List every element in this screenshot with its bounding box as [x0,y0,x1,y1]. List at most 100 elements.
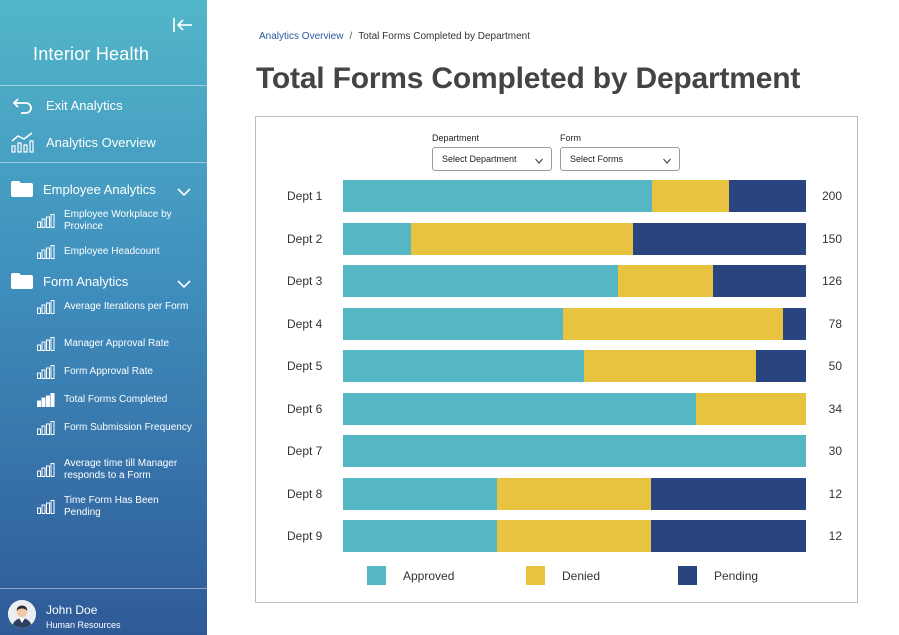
bar-segment-pending[interactable] [651,477,806,510]
bar-chart-filled-icon [37,393,55,407]
bar-segment-approved[interactable] [343,265,619,297]
divider [0,162,207,163]
bar-segment-denied[interactable] [618,265,714,297]
sidebar-item-label: Manager Approval Rate [64,338,170,349]
bar-segment-denied[interactable] [497,520,652,552]
sidebar-item-manager-approval-rate[interactable]: Manager Approval Rate [37,337,197,351]
bar-segment-approved[interactable] [343,307,563,340]
bar-chart-icon [37,300,55,314]
chevron-down-icon[interactable] [177,276,191,289]
sidebar-item-average-iterations[interactable]: Average Iterations per Form [37,300,197,314]
dept-label: Dept 3 [287,274,323,288]
bar-segment-approved[interactable] [343,222,412,255]
form-filter-label: Form [560,133,581,143]
folder-icon [11,273,33,289]
chevron-down-icon[interactable] [177,184,191,197]
sidebar-item-employee-workplace[interactable]: Employee Workplace by Province [37,209,197,233]
total-label: 126 [821,274,842,288]
section-form-analytics[interactable]: Form Analytics [11,270,191,292]
dept-label: Dept 7 [287,444,323,458]
form-select-value: Select Forms [570,154,624,164]
sidebar-item-label: Form Submission Frequency [64,422,192,433]
bar-segment-pending[interactable] [756,350,806,382]
sidebar-item-time-form-pending[interactable]: Time Form Has Been Pending [37,495,197,519]
analytics-chart-icon [10,131,36,153]
department-filter-label: Department [432,133,480,143]
divider [0,85,207,86]
total-label: 50 [828,359,842,373]
dept-label: Dept 6 [287,401,323,416]
legend-swatch [678,566,697,585]
breadcrumb-link-analytics-overview[interactable]: Analytics Overview [259,31,344,42]
legend-label: Denied [562,568,601,583]
total-label: 200 [821,189,842,203]
department-select[interactable]: Select Department [432,147,552,171]
chart-card: Department Select Department Form Select… [255,116,858,603]
bar-segment-denied[interactable] [583,350,757,382]
legend-label: Approved [403,568,455,583]
folder-icon [11,181,33,197]
bar-chart-icon [37,245,55,259]
bar-segment-approved[interactable] [343,350,584,382]
bar-chart-icon [37,463,55,477]
sidebar-item-employee-headcount[interactable]: Employee Headcount [37,245,197,259]
department-filter: Department Select Department [432,133,552,171]
section-employee-analytics[interactable]: Employee Analytics [11,178,191,200]
exit-analytics-link[interactable]: Exit Analytics [10,91,123,119]
dept-label: Dept 9 [287,529,323,543]
bar-segment-pending[interactable] [651,520,806,552]
sidebar-item-form-approval-rate[interactable]: Form Approval Rate [37,365,197,379]
bar-segment-denied[interactable] [651,180,730,212]
legend-item-approved: Approved [367,566,454,585]
bar-segment-pending[interactable] [713,265,806,297]
legend-item-denied: Denied [526,566,600,585]
bar-chart-icon [37,421,55,435]
sidebar: Interior Health Exit Analytics Analytics… [0,0,207,635]
user-profile[interactable]: John Doe Human Resources [0,588,207,635]
bar-segment-approved[interactable] [343,392,697,425]
sidebar-item-label: Average time till Manager responds to a … [64,458,178,481]
bar-chart-icon [37,365,55,379]
dept-label: Dept 2 [287,231,323,246]
bar-segment-approved[interactable] [343,435,806,467]
page-title: Total Forms Completed by Department [256,62,801,95]
bar-segment-denied[interactable] [696,392,806,425]
sidebar-item-form-submission-frequency[interactable]: Form Submission Frequency [37,421,197,435]
bar-segment-pending[interactable] [633,222,806,255]
bar-chart-icon [37,337,55,351]
brand-title: Interior Health [33,44,150,64]
breadcrumb-separator: / [349,31,353,42]
bar-segment-approved[interactable] [343,520,498,552]
avatar [8,600,36,628]
bar-segment-denied[interactable] [562,307,783,340]
user-department: Human Resources [46,620,121,630]
bar-segment-pending[interactable] [729,180,806,212]
total-label: 30 [828,444,842,458]
bar-chart-icon [37,214,55,228]
chevron-down-icon [535,156,543,164]
bar-segment-approved[interactable] [343,180,652,212]
bar-segment-denied[interactable] [411,222,634,255]
legend-label: Pending [714,568,759,583]
sidebar-item-label: Time Form Has Been Pending [64,495,159,518]
legend-item-pending: Pending [678,566,758,585]
sidebar-item-label: Average Iterations per Form [64,301,189,312]
bar-segment-approved[interactable] [343,477,498,510]
chevron-down-icon [663,156,671,164]
legend-swatch [526,566,545,585]
sidebar-item-label: Form Approval Rate [64,366,153,377]
undo-arrow-icon [10,94,36,116]
exit-analytics-label: Exit Analytics [46,97,123,113]
breadcrumb-current: Total Forms Completed by Department [358,31,530,42]
collapse-sidebar-icon[interactable] [172,16,194,34]
analytics-overview-link[interactable]: Analytics Overview [10,128,156,156]
bar-segment-denied[interactable] [497,477,652,510]
department-select-value: Select Department [442,154,517,164]
form-select[interactable]: Select Forms [560,147,680,171]
sidebar-item-total-forms-completed[interactable]: Total Forms Completed [37,393,197,407]
bar-segment-pending[interactable] [782,307,806,340]
sidebar-item-average-time-manager[interactable]: Average time till Manager responds to a … [37,458,197,482]
dept-label: Dept 8 [287,486,323,501]
section-label: Form Analytics [43,273,129,289]
sidebar-item-label: Total Forms Completed [64,394,168,405]
